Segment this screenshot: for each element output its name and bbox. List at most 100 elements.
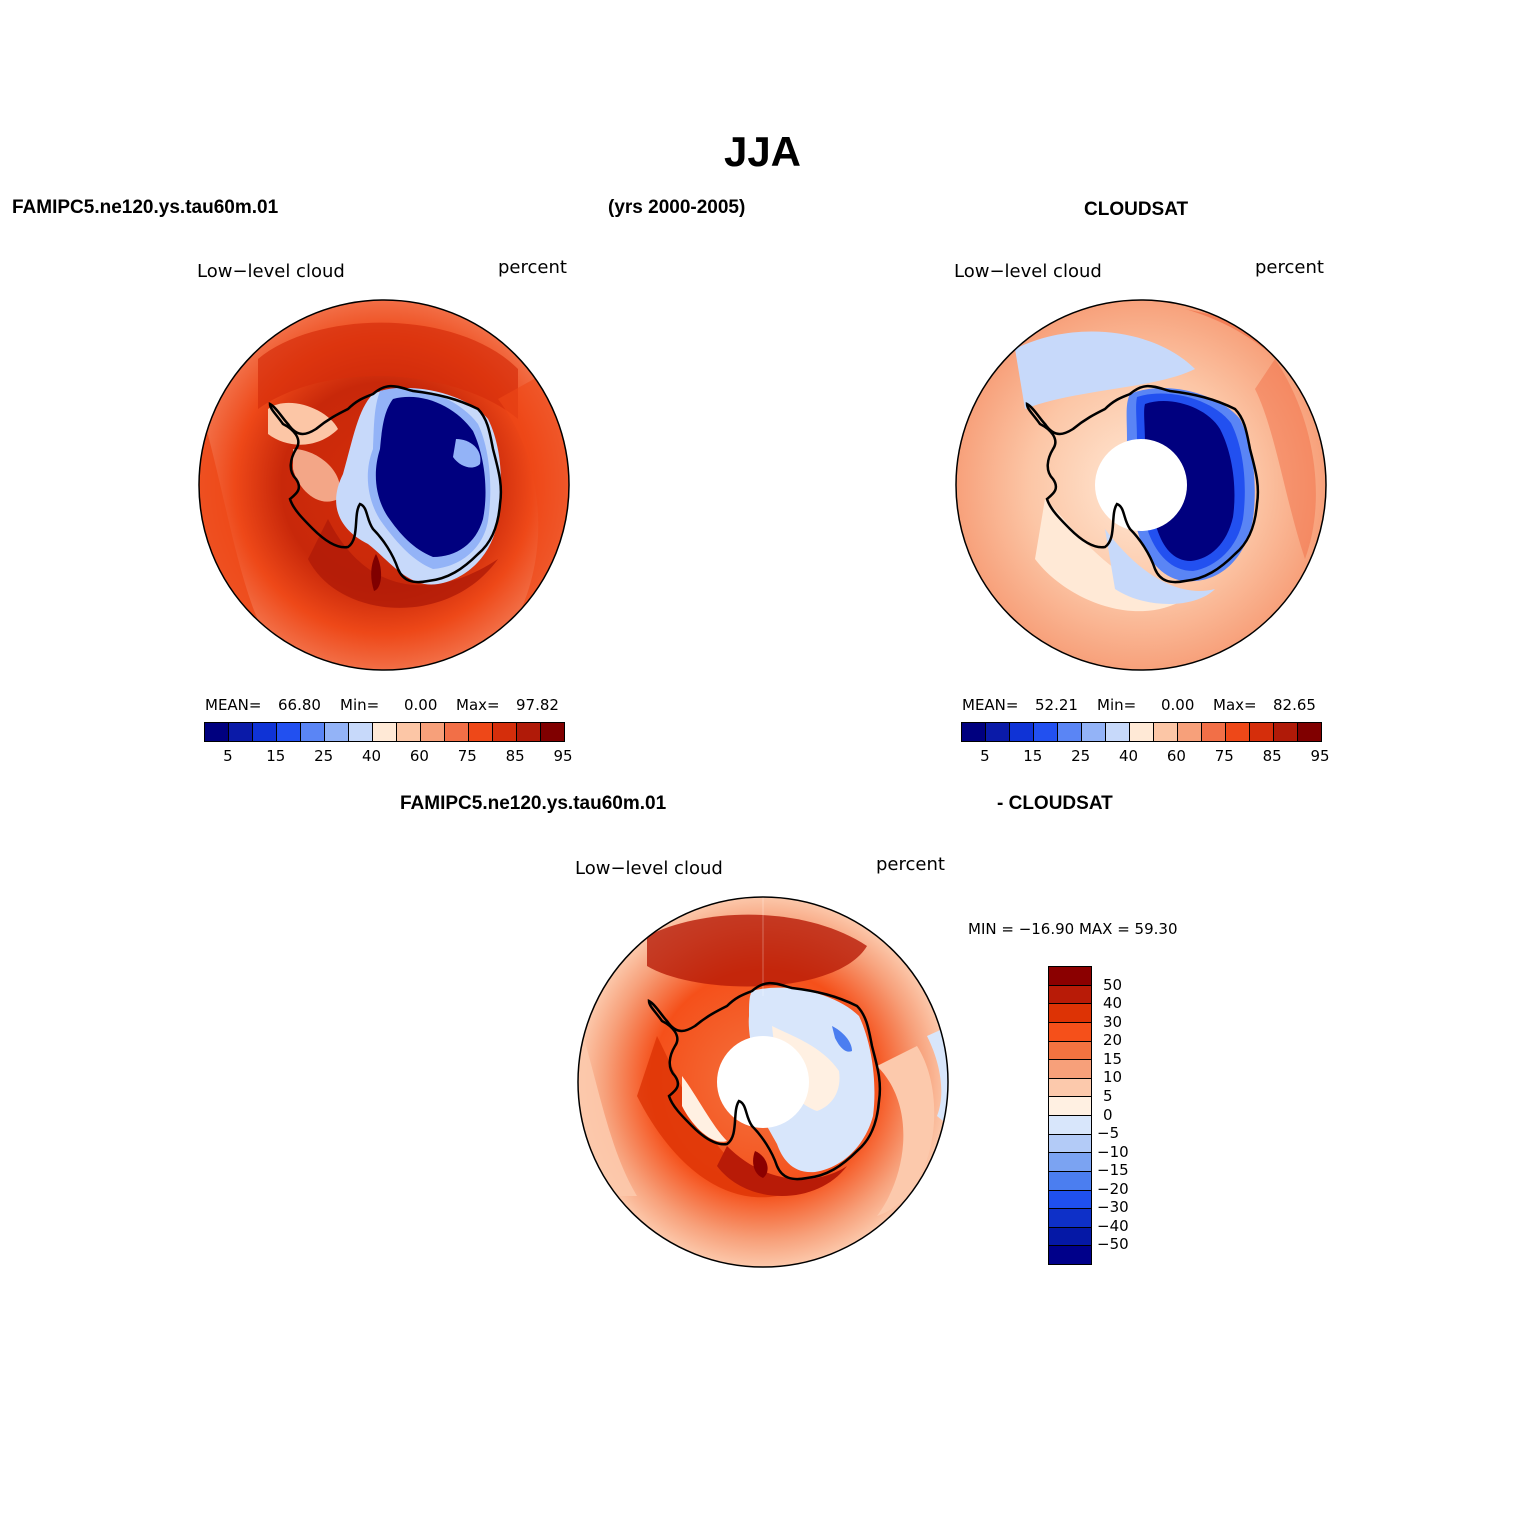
colorbar-tick-label: 40 (1103, 994, 1123, 1013)
colorbar-box (1049, 1227, 1091, 1247)
diff-obs-label: - CLOUDSAT (997, 793, 1113, 814)
antarctica-coastline (268, 384, 503, 584)
colorbar-box (1274, 723, 1298, 741)
colorbar-box (1049, 1004, 1091, 1023)
colorbar-box (1034, 723, 1058, 741)
diff-model-label: FAMIPC5.ne120.ys.tau60m.01 (400, 793, 667, 814)
colorbar-tick-label: 5 (980, 747, 990, 765)
colorbar-tick-label: 75 (1214, 747, 1234, 765)
model-polar-map (198, 299, 570, 671)
colorbar-box (1298, 723, 1321, 741)
colorbar-box (1049, 1116, 1091, 1135)
antarctica-coastline (647, 981, 882, 1181)
colorbar-tick-label: 60 (1166, 747, 1186, 765)
colorbar-box (421, 723, 445, 741)
colorbar-box (1250, 723, 1274, 741)
colorbar-box (1049, 1078, 1091, 1098)
colorbar-box (517, 723, 541, 741)
panel2-max-label: Max= (1213, 696, 1257, 714)
colorbar-box (253, 723, 277, 741)
colorbar-box (541, 723, 564, 741)
colorbar-box (1202, 723, 1226, 741)
colorbar-box (1010, 723, 1034, 741)
colorbar-box (1058, 723, 1082, 741)
colorbar-box (1049, 1022, 1091, 1042)
colorbar-box (1049, 1097, 1091, 1116)
colorbar-tick-label: 15 (1103, 1049, 1123, 1068)
colorbar-tick-label: 95 (1310, 747, 1330, 765)
colorbar-box (1082, 723, 1106, 741)
colorbar-box (445, 723, 469, 741)
panel1-mean-label: MEAN= (205, 696, 262, 714)
panel1-max-value: 97.82 (516, 696, 559, 714)
colorbar-box (373, 723, 397, 741)
colorbar-tick-label: −50 (1097, 1235, 1129, 1254)
colorbar-cloudsat (961, 722, 1322, 742)
colorbar-box (1049, 1190, 1091, 1210)
colorbar-tick-label: 10 (1103, 1068, 1123, 1087)
years-label: (yrs 2000-2005) (608, 197, 746, 218)
colorbar-box (205, 723, 229, 741)
colorbar-box (1049, 1060, 1091, 1079)
colorbar-box (1154, 723, 1178, 741)
panel2-max-value: 82.65 (1273, 696, 1316, 714)
colorbar-box (229, 723, 253, 741)
colorbar-difference (1048, 966, 1092, 1265)
colorbar-box (349, 723, 373, 741)
colorbar-tick-label: 25 (1071, 747, 1091, 765)
colorbar-tick-label: −15 (1097, 1161, 1129, 1180)
colorbar-box (1178, 723, 1202, 741)
colorbar-box (1049, 1246, 1091, 1264)
colorbar-tick-label: 30 (1103, 1012, 1123, 1031)
difference-polar-map (577, 896, 949, 1268)
colorbar-tick-label: 40 (1118, 747, 1139, 765)
colorbar-box (1049, 985, 1091, 1005)
panel2-units: percent (1255, 257, 1324, 278)
colorbar-model (204, 722, 565, 742)
colorbar-tick-label: 85 (505, 747, 525, 765)
panel1-variable: Low−level cloud (197, 261, 345, 282)
colorbar-tick-label: 15 (266, 747, 286, 765)
cloudsat-polar-map (955, 299, 1327, 671)
colorbar-tick-label: −40 (1097, 1216, 1129, 1235)
panel2-min-label: Min= (1097, 696, 1137, 714)
colorbar-box (325, 723, 349, 741)
obs-label: CLOUDSAT (1084, 199, 1189, 220)
colorbar-box (962, 723, 986, 741)
colorbar-box (1130, 723, 1154, 741)
panel2-min-value: 0.00 (1161, 696, 1195, 714)
colorbar-box (1049, 1209, 1091, 1228)
colorbar-tick-label: 40 (361, 747, 382, 765)
colorbar-tick-label: 0 (1103, 1105, 1113, 1124)
colorbar-box (1049, 1171, 1091, 1191)
colorbar-box (986, 723, 1010, 741)
colorbar-box (1049, 1153, 1091, 1172)
panel3-minmax: MIN = −16.90 MAX = 59.30 (968, 920, 1178, 938)
panel2-mean-value: 52.21 (1035, 696, 1078, 714)
panel2-variable: Low−level cloud (954, 261, 1102, 282)
colorbar-tick-label: 75 (457, 747, 477, 765)
colorbar-tick-label: 20 (1103, 1031, 1123, 1050)
colorbar-box (1106, 723, 1130, 741)
colorbar-tick-label: 60 (409, 747, 429, 765)
colorbar-tick-label: −5 (1097, 1124, 1120, 1143)
colorbar-tick-label: 25 (314, 747, 334, 765)
colorbar-tick-label: 50 (1103, 975, 1123, 994)
panel1-mean-value: 66.80 (278, 696, 321, 714)
colorbar-tick-label: −20 (1097, 1179, 1129, 1198)
colorbar-tick-label: 5 (223, 747, 233, 765)
colorbar-box (1049, 1041, 1091, 1061)
panel3-variable: Low−level cloud (575, 858, 723, 879)
colorbar-box (1049, 1134, 1091, 1154)
colorbar-box (469, 723, 493, 741)
colorbar-box (1226, 723, 1250, 741)
figure-title: JJA (723, 128, 802, 175)
colorbar-box (397, 723, 421, 741)
model-case-label: FAMIPC5.ne120.ys.tau60m.01 (12, 197, 279, 218)
colorbar-box (493, 723, 517, 741)
colorbar-tick-label: 85 (1262, 747, 1282, 765)
colorbar-tick-label: 5 (1103, 1086, 1113, 1105)
colorbar-box (277, 723, 301, 741)
panel1-max-label: Max= (456, 696, 500, 714)
colorbar-box (1049, 967, 1091, 986)
